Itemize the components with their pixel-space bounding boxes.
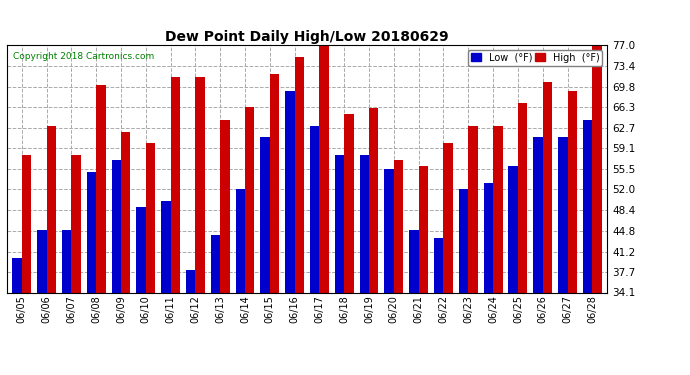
Bar: [384, 169, 394, 292]
Bar: [37, 230, 47, 292]
Bar: [170, 77, 180, 292]
Bar: [295, 57, 304, 292]
Bar: [459, 189, 469, 292]
Bar: [220, 120, 230, 292]
Bar: [484, 183, 493, 292]
Bar: [12, 258, 22, 292]
Bar: [592, 45, 602, 292]
Bar: [310, 126, 319, 292]
Bar: [121, 132, 130, 292]
Bar: [319, 45, 329, 292]
Bar: [558, 137, 567, 292]
Bar: [469, 126, 477, 292]
Bar: [493, 126, 502, 292]
Text: Copyright 2018 Cartronics.com: Copyright 2018 Cartronics.com: [13, 53, 154, 62]
Bar: [394, 160, 403, 292]
Bar: [543, 82, 552, 292]
Bar: [369, 108, 379, 292]
Bar: [62, 230, 71, 292]
Bar: [409, 230, 419, 292]
Bar: [533, 137, 543, 292]
Bar: [583, 120, 592, 292]
Bar: [335, 154, 344, 292]
Bar: [434, 238, 444, 292]
Bar: [270, 74, 279, 292]
Bar: [344, 114, 354, 292]
Bar: [186, 270, 195, 292]
Bar: [444, 143, 453, 292]
Bar: [285, 91, 295, 292]
Bar: [71, 154, 81, 292]
Bar: [47, 126, 56, 292]
Bar: [96, 86, 106, 292]
Bar: [509, 166, 518, 292]
Bar: [195, 77, 205, 292]
Bar: [260, 137, 270, 292]
Title: Dew Point Daily High/Low 20180629: Dew Point Daily High/Low 20180629: [165, 30, 449, 44]
Bar: [22, 154, 31, 292]
Bar: [235, 189, 245, 292]
Bar: [245, 107, 255, 292]
Bar: [146, 143, 155, 292]
Bar: [211, 236, 220, 292]
Bar: [87, 172, 96, 292]
Bar: [112, 160, 121, 292]
Bar: [518, 103, 527, 292]
Legend: Low  (°F), High  (°F): Low (°F), High (°F): [469, 50, 602, 66]
Bar: [359, 154, 369, 292]
Bar: [137, 207, 146, 292]
Bar: [161, 201, 170, 292]
Bar: [567, 91, 577, 292]
Bar: [419, 166, 428, 292]
